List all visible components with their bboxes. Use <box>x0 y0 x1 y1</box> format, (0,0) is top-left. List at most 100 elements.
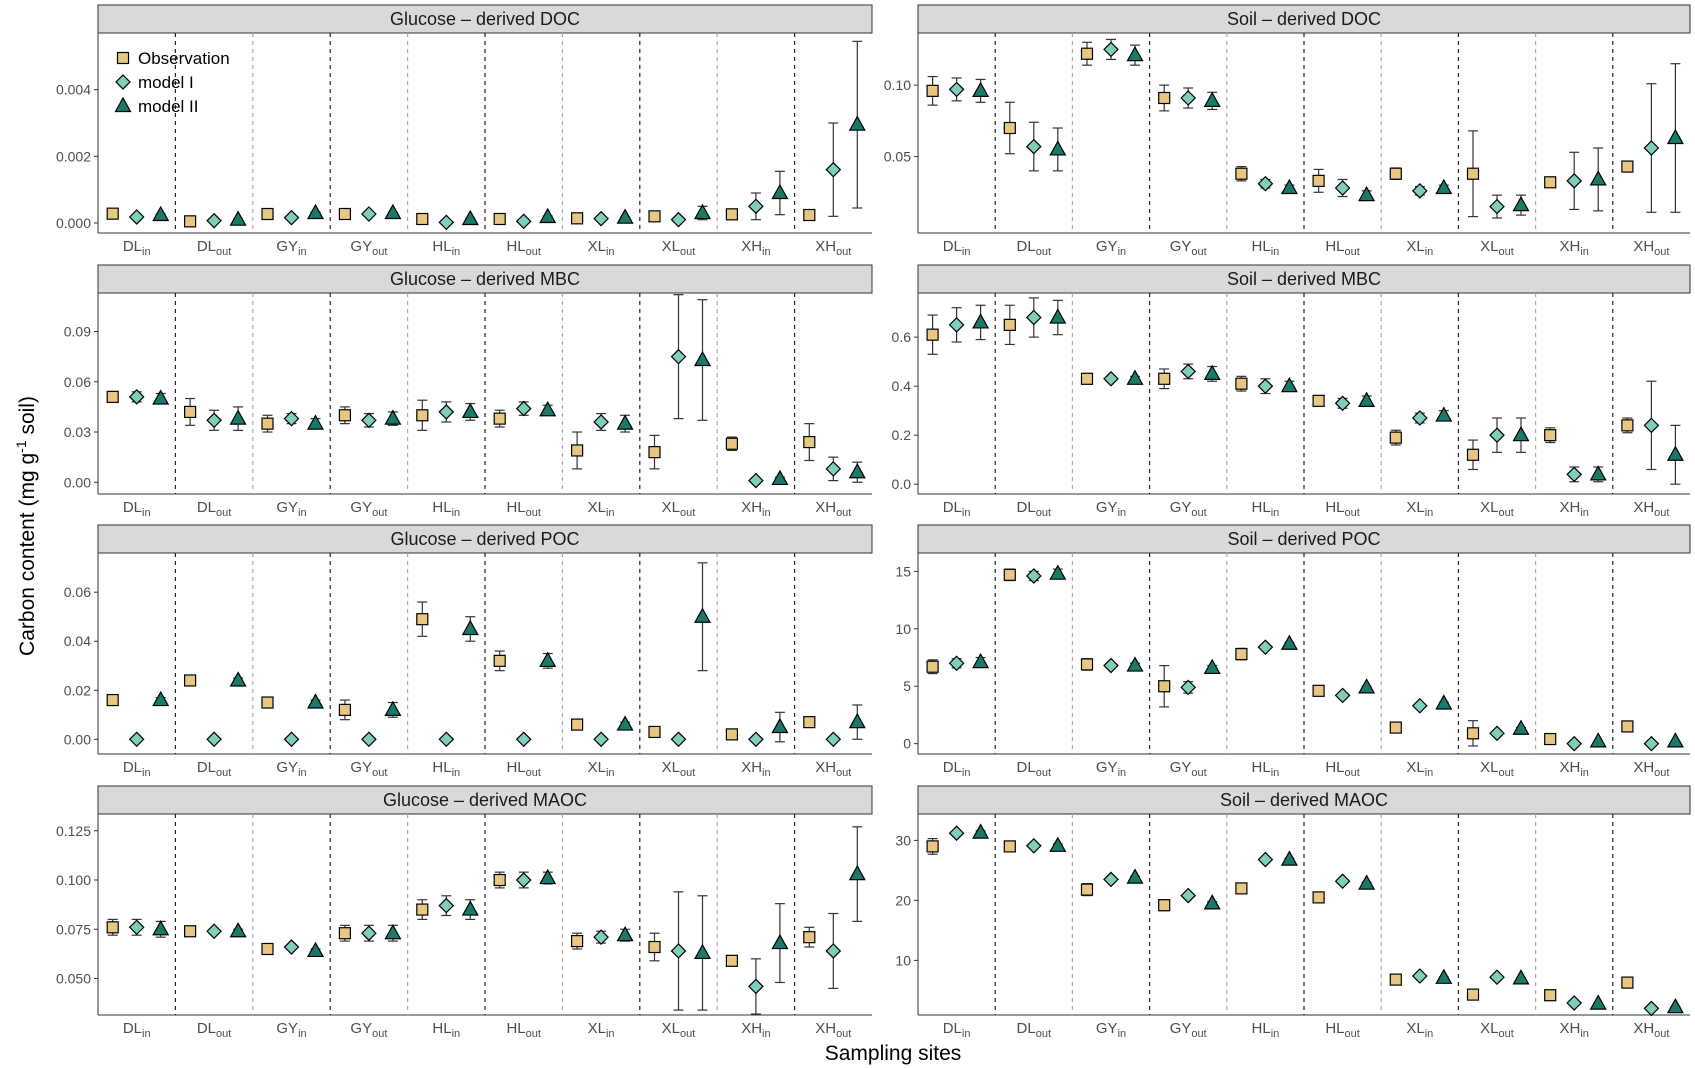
x-tick-label: XHout <box>1633 238 1669 258</box>
point-observation <box>1312 684 1325 697</box>
point-model-ii <box>771 717 789 734</box>
point-model-ii <box>1280 634 1298 650</box>
series-observation <box>106 601 816 741</box>
x-tick-label: GYout <box>350 499 387 519</box>
panel-glucose-derived-maoc: Glucose – derived MAOC 0.050 0.075 0.100 0.1… <box>56 785 873 1040</box>
x-tick-label: XHout <box>1633 759 1669 779</box>
point-model-i <box>1566 173 1583 189</box>
point-model-ii <box>1203 894 1221 910</box>
point-observation <box>1235 377 1248 390</box>
series-model-i <box>948 297 1660 483</box>
point-model-i <box>1489 427 1505 444</box>
x-tick-label: XHin <box>741 759 770 779</box>
point-observation <box>803 208 816 222</box>
panel-title: Soil – derived POC <box>1227 529 1380 549</box>
point-model-ii <box>1358 874 1376 890</box>
point-model-ii <box>1512 425 1530 442</box>
point-model-ii <box>306 941 325 958</box>
point-model-i <box>1257 378 1274 394</box>
x-tick-label: GYin <box>1096 1020 1126 1040</box>
point-observation <box>725 208 739 221</box>
x-tick-label: XLin <box>1406 238 1433 258</box>
point-model-i <box>1643 140 1660 156</box>
point-model-i <box>438 404 455 420</box>
x-tick-label: GYout <box>1170 759 1207 779</box>
y-tick-label: 0.06 <box>64 584 91 600</box>
x-tick-label: DLin <box>943 499 971 519</box>
x-tick-label: GYin <box>1096 238 1126 258</box>
point-model-ii <box>848 462 866 479</box>
y-tick-label: 0.02 <box>64 682 91 698</box>
point-model-ii <box>306 693 325 709</box>
x-tick-label: XLout <box>662 759 696 779</box>
legend-label: model II <box>138 97 198 116</box>
point-observation <box>725 728 739 741</box>
series-observation <box>106 390 816 470</box>
point-model-i <box>1025 309 1042 326</box>
series-model-ii <box>152 299 866 486</box>
point-model-ii <box>616 208 634 224</box>
x-tick-label: DLin <box>943 238 971 258</box>
point-observation <box>1235 167 1248 180</box>
panel-soil-derived-mbc: Soil – derived MBC 0.0 0.2 0.4 0.6 DLin DLout G… <box>892 264 1691 519</box>
x-tick-label: HLout <box>1325 499 1359 519</box>
point-model-i <box>825 461 842 477</box>
point-model-i <box>670 211 687 228</box>
x-tick-label: XLin <box>1406 759 1433 779</box>
point-observation <box>416 212 429 226</box>
point-model-i <box>361 731 377 748</box>
point-model-ii <box>616 414 634 430</box>
point-model-ii <box>1666 128 1684 145</box>
point-model-ii <box>229 409 247 425</box>
series-model-ii <box>152 826 866 1011</box>
y-axis-title-tail: soil) <box>16 396 39 440</box>
point-model-ii <box>1280 376 1298 393</box>
point-model-i <box>948 317 965 333</box>
y-tick-label: 15 <box>895 563 911 579</box>
x-tick-label: XLin <box>1406 499 1433 519</box>
point-model-ii <box>306 203 325 220</box>
point-model-ii <box>1280 850 1298 866</box>
point-observation <box>493 212 506 226</box>
panel-strip <box>917 785 1691 815</box>
x-tick-label: HLout <box>506 759 540 779</box>
point-observation <box>106 693 119 707</box>
x-tick-label: XLin <box>588 238 615 258</box>
point-observation <box>1544 989 1557 1002</box>
panel-strip <box>917 264 1691 294</box>
point-model-ii <box>306 414 325 430</box>
y-tick-label: 0.2 <box>892 427 912 443</box>
point-model-i <box>1334 395 1351 412</box>
panel-strip <box>97 524 873 554</box>
point-model-ii <box>152 205 170 222</box>
x-tick-label: GYout <box>1170 1020 1207 1040</box>
x-tick-label: HLin <box>1252 238 1280 258</box>
panel-strip <box>97 4 873 34</box>
point-model-ii <box>972 823 990 839</box>
x-tick-label: XLin <box>588 759 615 779</box>
point-observation <box>338 409 351 422</box>
point-model-ii <box>771 933 789 950</box>
y-tick-label: 0.4 <box>892 378 912 394</box>
point-model-i <box>361 925 377 942</box>
point-model-ii <box>1435 694 1453 710</box>
point-model-i <box>748 198 764 215</box>
point-observation <box>1312 394 1325 407</box>
point-observation <box>570 718 584 731</box>
x-tick-label: DLin <box>123 499 151 519</box>
point-observation <box>1080 372 1094 385</box>
point-model-i <box>1566 735 1583 752</box>
point-model-i <box>1103 657 1119 674</box>
point-model-i <box>748 978 764 995</box>
point-model-i <box>283 209 300 226</box>
point-model-ii <box>1435 968 1453 984</box>
point-model-ii <box>1435 406 1453 422</box>
y-tick-label: 0.125 <box>56 823 91 839</box>
x-tick-label: XLout <box>662 499 696 519</box>
x-tick-label: HLin <box>1252 1020 1280 1040</box>
point-model-i <box>515 731 532 748</box>
point-model-ii <box>848 115 866 131</box>
point-model-ii <box>1126 369 1144 385</box>
panel-strip <box>917 4 1691 34</box>
point-model-ii <box>1203 91 1221 107</box>
